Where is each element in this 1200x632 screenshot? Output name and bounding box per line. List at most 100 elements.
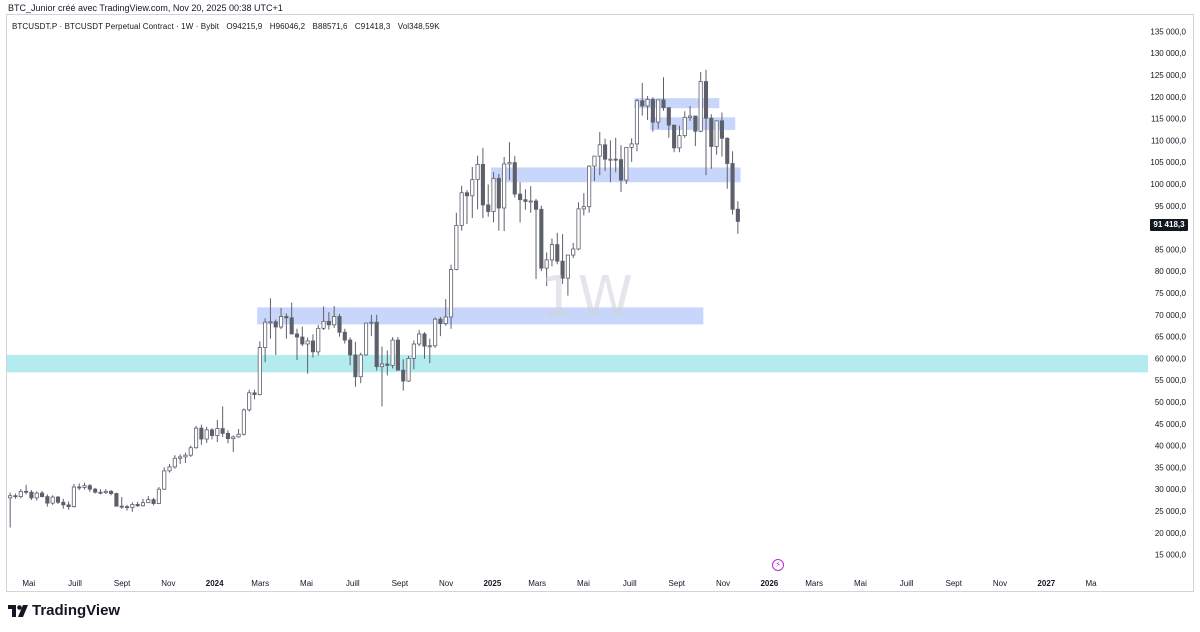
candle-body-down: [124, 506, 130, 509]
candle-body-up: [358, 354, 363, 378]
candle: [316, 324, 321, 356]
time-tick-label: 2025: [483, 579, 501, 588]
candle-body-down: [730, 163, 735, 210]
candle: [427, 338, 432, 364]
time-tick-label: Juill: [900, 579, 914, 588]
candle-body-up: [167, 466, 172, 472]
candle: [422, 332, 427, 359]
candle-body-down: [613, 158, 618, 161]
candle: [209, 428, 215, 440]
candle-body-down: [560, 260, 565, 279]
candle-body-up: [8, 495, 13, 499]
candle: [395, 337, 400, 371]
candle: [188, 445, 193, 457]
candle: [385, 350, 390, 376]
candle: [693, 115, 698, 147]
time-tick-label: Mai: [577, 579, 590, 588]
candle-body-up: [268, 321, 273, 324]
candle-body-down: [119, 505, 124, 508]
candle-body-up: [156, 488, 161, 504]
candle-body-down: [603, 144, 608, 160]
time-tick-label: Nov: [716, 579, 730, 588]
candle: [703, 69, 709, 176]
candle: [608, 140, 613, 183]
candle: [464, 190, 470, 225]
candle: [571, 242, 576, 259]
candle: [592, 155, 597, 181]
candle: [300, 326, 305, 347]
ohlc-open: O94215,9: [226, 22, 263, 31]
candle: [406, 355, 411, 382]
candle-body-up: [592, 155, 597, 167]
candle-body-down: [709, 117, 714, 147]
candle-body-down: [719, 120, 724, 139]
candle: [528, 186, 533, 213]
candle-body-up: [406, 357, 411, 382]
candle: [183, 452, 188, 464]
candle-body-up: [682, 116, 687, 137]
candle-body-up: [427, 345, 432, 348]
candle-body-up: [103, 490, 108, 494]
candle: [268, 298, 273, 339]
candle: [45, 494, 50, 507]
candle-body-down: [151, 499, 156, 504]
candle: [326, 312, 331, 330]
candle: [294, 328, 300, 361]
candle-body-up: [502, 163, 507, 209]
author-caption: BTC_Junior créé avec TradingView.com, No…: [8, 3, 283, 13]
candle-body-up: [528, 200, 533, 203]
candle: [103, 489, 108, 494]
candle-body-up: [279, 316, 284, 328]
candle: [618, 145, 624, 192]
candle: [284, 313, 289, 339]
candle-body-up: [71, 486, 76, 508]
volume-value: Vol348,59K: [397, 22, 440, 31]
candle-body-up: [332, 316, 337, 326]
zone-rect: [7, 354, 1148, 373]
candle: [167, 463, 172, 473]
candle-body-down: [539, 208, 544, 269]
candle-body-up: [82, 485, 87, 488]
candle: [93, 487, 98, 494]
price-tick-label: 95 000,0: [1155, 202, 1187, 211]
candle: [502, 156, 507, 232]
candle: [523, 189, 528, 210]
candle: [225, 430, 230, 444]
candle: [533, 198, 539, 280]
candle-body-down: [618, 159, 624, 181]
candle: [199, 424, 204, 445]
candle: [411, 340, 416, 370]
candle-body-down: [66, 504, 71, 508]
candle-body-down: [422, 333, 427, 347]
chart-frame[interactable]: [6, 14, 1194, 592]
symbol-legend[interactable]: BTCUSDT.P · BTCUSDT Perpetual Contract ·…: [12, 22, 445, 31]
candle-body-up: [624, 146, 629, 181]
candle: [698, 71, 703, 133]
candle: [486, 184, 491, 217]
price-tick-label: 75 000,0: [1155, 289, 1187, 298]
candle: [172, 455, 177, 469]
tradingview-logo[interactable]: TradingView: [8, 602, 120, 619]
ohlc-high: H96046,2: [269, 22, 306, 31]
candle-body-down: [523, 199, 528, 202]
candle: [39, 490, 45, 498]
time-tick-label: Sept: [114, 579, 131, 588]
candle: [459, 185, 464, 231]
candle-body-down: [24, 490, 29, 493]
time-tick-label: Sept: [392, 579, 409, 588]
candle-body-up: [379, 363, 385, 368]
price-tick-label: 100 000,0: [1150, 180, 1186, 189]
symbol-title[interactable]: BTCUSDT.P · BTCUSDT Perpetual Contract ·…: [12, 22, 220, 31]
candle-body-up: [475, 163, 480, 181]
candle: [433, 317, 438, 348]
candle-body-up: [443, 316, 448, 324]
candle-body-up: [247, 392, 252, 411]
candle: [634, 99, 639, 152]
time-tick-label: 2027: [1037, 579, 1055, 588]
candle-body-down: [284, 316, 289, 319]
candle-body-down: [395, 339, 400, 371]
candle-body-down: [735, 208, 740, 222]
time-tick-label: Sept: [669, 579, 686, 588]
flash-icon[interactable]: ⚡: [772, 559, 784, 571]
candle-body-up: [34, 492, 39, 499]
